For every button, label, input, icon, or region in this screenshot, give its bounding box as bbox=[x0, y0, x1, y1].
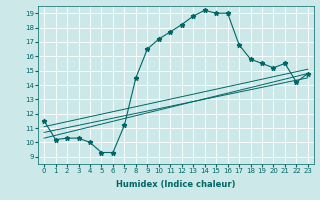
X-axis label: Humidex (Indice chaleur): Humidex (Indice chaleur) bbox=[116, 180, 236, 189]
